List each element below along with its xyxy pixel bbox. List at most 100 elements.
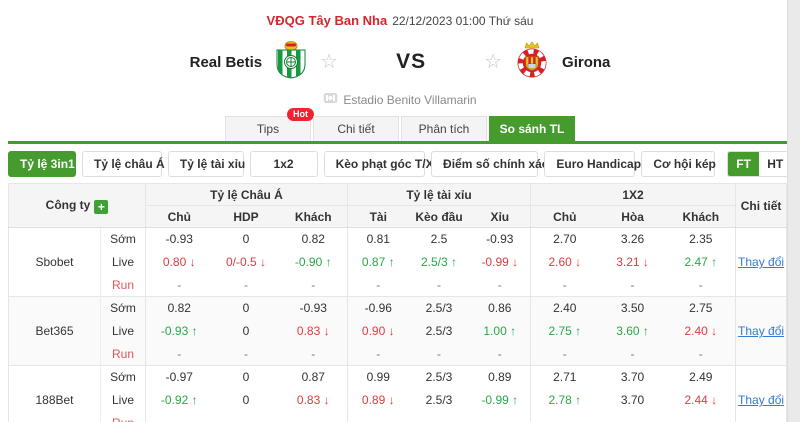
away-favorite-star-icon[interactable]: ☆	[484, 51, 503, 73]
home-team-name: Real Betis	[189, 53, 263, 71]
filter-bar: Tỷ lệ 3in1 Tỷ lệ châu Á Tỷ lệ tài xỉu 1x…	[8, 151, 793, 177]
filter-ty-le-chau-a[interactable]: Tỷ lệ châu Á	[82, 151, 165, 177]
odds-cell: -	[280, 412, 348, 422]
odds-cell: 2.78 ↑	[530, 388, 599, 412]
period-ft-button[interactable]: FT	[727, 152, 760, 176]
odds-cell: 2.44 ↓	[684, 393, 718, 407]
filter-ty-le-3in1[interactable]: Tỷ lệ 3in1	[8, 151, 76, 177]
tab-chi-tiet[interactable]: Chi tiết	[313, 116, 399, 141]
odds-cell: 0.82	[279, 227, 348, 251]
odds-cell: -	[469, 342, 531, 366]
bookmaker-name: Sbobet	[8, 227, 101, 297]
tab-so-sanh-tl[interactable]: So sánh TL	[489, 116, 575, 141]
detail-cell: Thay đổi	[735, 365, 787, 422]
add-company-icon[interactable]: +	[94, 199, 109, 214]
table-row-bet365-live: Live -0.93 ↑ 0 0.83 ↓ 0.90 ↓ 2.5/3 1.00 …	[9, 319, 787, 343]
home-favorite-star-icon[interactable]: ☆	[320, 51, 339, 73]
odds-cell: 0.81	[347, 227, 409, 251]
odds-cell: -0.92 ↑	[145, 388, 213, 412]
odds-cell: 0.83 ↓	[296, 393, 330, 407]
table-row-bet365-som: Bet365 Sớm 0.82 0 -0.93 -0.96 2.5/3 0.86…	[8, 296, 787, 366]
away-team-name: Girona	[562, 53, 611, 71]
odds-cell: 0	[212, 365, 280, 389]
odds-cell: 0.87 ↑	[347, 250, 409, 274]
filter-keo-phat-goc[interactable]: Kèo phạt góc T/X	[323, 151, 434, 177]
away-team-crest-icon	[514, 40, 550, 84]
odds-cell: -	[145, 273, 213, 297]
odds-cell: -	[311, 277, 316, 292]
odds-cell: 3.70	[620, 393, 645, 407]
odds-cell: -	[667, 412, 736, 422]
bookmaker-name: Bet365	[8, 296, 101, 366]
odds-cell: -0.93	[145, 227, 213, 251]
table-row-sbobet-som: Sbobet Sớm -0.93 0 0.82 0.81 2.5 -0.93 2…	[8, 227, 787, 297]
odds-cell: 3.21 ↓	[616, 255, 649, 269]
away-team: ☆ Girona	[484, 40, 610, 84]
odds-cell: 2.75	[666, 296, 736, 320]
odds-cell: -0.97	[145, 365, 213, 389]
odds-cell: 0.99	[347, 365, 409, 389]
odds-cell: 2.5/3 ↑	[421, 255, 458, 269]
odds-cell: 0.80 ↓	[145, 250, 213, 274]
odds-cell: -	[497, 277, 502, 292]
filter-diem-so-chinh-xac[interactable]: Điểm số chính xác	[431, 151, 548, 177]
match-header: VĐQG Tây Ban Nha 22/12/2023 01:00 Thứ sáu	[0, 0, 800, 28]
odds-cell: 2.60 ↓	[530, 250, 599, 274]
odds-cell: -	[213, 412, 280, 422]
odds-cell: 2.5/3	[408, 365, 470, 389]
col-ah-home: Chủ	[145, 205, 213, 228]
period-toggle: FT HT	[726, 151, 793, 177]
odds-cell: -	[698, 277, 703, 292]
odds-cell: -	[630, 277, 635, 292]
tab-tips-label: Tips	[256, 122, 280, 136]
change-link[interactable]: Thay đổi	[738, 393, 785, 407]
filter-euro-handicap[interactable]: Euro Handicap	[544, 151, 641, 177]
odds-cell: 0.89	[469, 365, 531, 389]
detail-cell: Thay đổi	[735, 227, 787, 297]
league-name: VĐQG Tây Ban Nha	[266, 13, 388, 28]
odds-cell: 2.75 ↑	[530, 319, 599, 343]
venue-row: Estadio Benito Villamarin	[0, 92, 800, 107]
filter-ty-le-tai-xiu[interactable]: Tỷ lệ tài xỉu	[167, 151, 245, 177]
table-row-188bet-live: Live -0.92 ↑ 0 0.83 ↓ 0.89 ↓ 2.5/3 -0.99…	[9, 388, 787, 412]
period-ht-button[interactable]: HT	[759, 152, 792, 176]
odds-cell: 0	[242, 393, 250, 407]
change-link[interactable]: Thay đổi	[738, 255, 785, 269]
table-row-sbobet-live: Live 0.80 ↓ 0/-0.5 ↓ -0.90 ↑ 0.87 ↑ 2.5/…	[9, 250, 787, 274]
row-type-label: Sớm	[99, 296, 146, 320]
filter-co-hoi-kep[interactable]: Cơ hội kép	[641, 151, 716, 177]
table-row-188bet-som: 188Bet Sớm -0.97 0 0.87 0.99 2.5/3 0.89 …	[8, 365, 787, 422]
bookmaker-name: 188Bet	[8, 365, 101, 422]
odds-cell: -	[470, 412, 531, 422]
odds-cell: -0.93	[469, 227, 531, 251]
odds-cell: -0.99 ↓	[481, 255, 519, 269]
match-row: Real Betis ☆ VS ☆	[0, 41, 800, 83]
tab-phan-tich[interactable]: Phân tích	[401, 116, 487, 141]
col-1x2-away: Khách	[666, 205, 736, 228]
tab-phan-tich-label: Phân tích	[418, 122, 470, 136]
group-header-asian-handicap: Tỷ lệ Châu Á	[145, 183, 348, 206]
tab-tips[interactable]: Tips Hot	[225, 108, 314, 141]
change-link[interactable]: Thay đổi	[738, 324, 785, 338]
col-1x2-home: Chủ	[530, 205, 599, 228]
venue-icon	[323, 92, 338, 107]
odds-cell: 0.82	[145, 296, 213, 320]
odds-cell: -	[145, 411, 213, 422]
odds-cell: -	[347, 342, 409, 366]
odds-cell: -	[599, 412, 667, 422]
odds-cell: -0.99 ↑	[481, 393, 519, 407]
row-type-label: Run	[99, 342, 146, 366]
filter-1x2[interactable]: 1x2	[249, 151, 318, 177]
odds-cell: -0.93	[279, 296, 348, 320]
odds-cell: -	[347, 411, 409, 422]
row-type-label: Run	[99, 411, 146, 422]
home-team: Real Betis ☆	[190, 40, 338, 84]
odds-cell: -	[437, 277, 442, 292]
home-team-crest-icon	[274, 40, 308, 84]
odds-cell: -	[212, 342, 280, 366]
odds-cell: 2.40	[530, 296, 599, 320]
odds-cell: 3.26	[598, 227, 667, 251]
vs-label: VS	[396, 50, 427, 73]
odds-cell: -	[347, 273, 409, 297]
odds-cell: 2.70	[530, 227, 599, 251]
